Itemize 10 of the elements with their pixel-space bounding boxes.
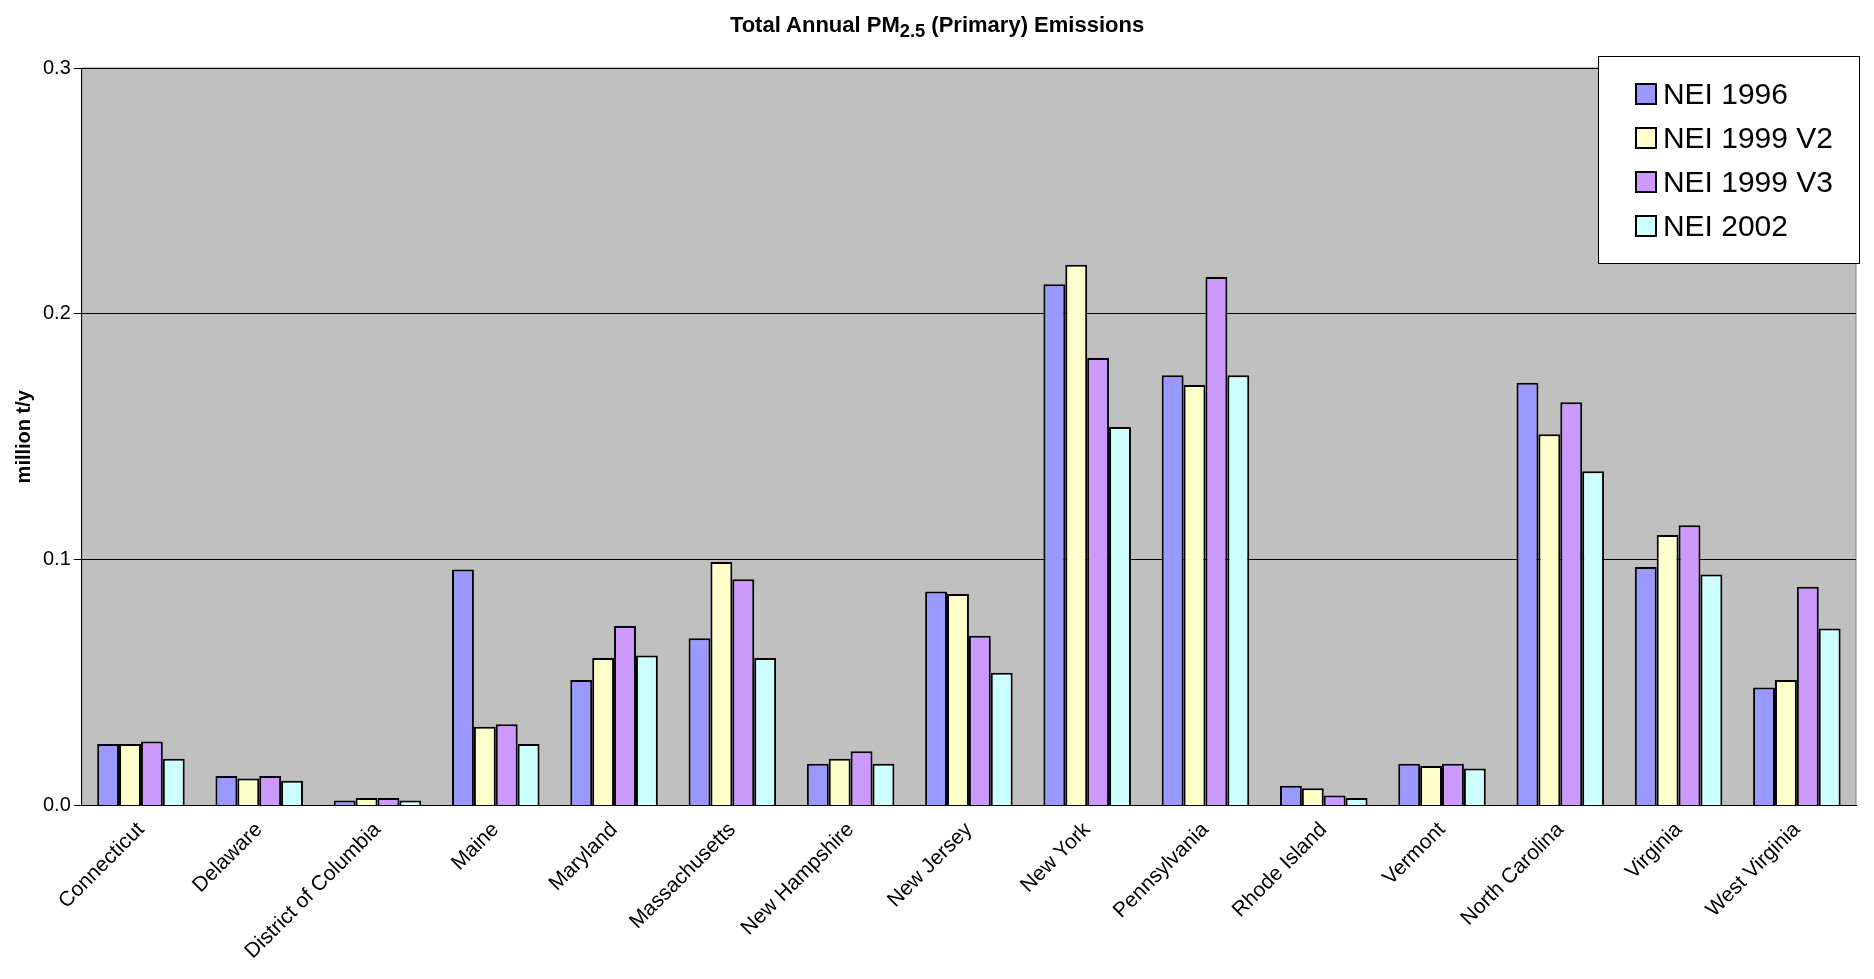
y-axis-title: million t/y — [11, 389, 34, 484]
legend-label: NEI 1996 — [1662, 77, 1788, 111]
legend-label: NEI 1999 V2 — [1662, 121, 1833, 155]
legend-label: NEI 1999 V3 — [1662, 165, 1833, 199]
legend-label: NEI 2002 — [1662, 209, 1788, 243]
y-tick-label: 0.3 — [42, 55, 71, 78]
y-tick-label: 0.2 — [42, 301, 71, 324]
chart-title: Total Annual PM$_{2.5}$ (Primary) Emissions — [728, 11, 1146, 44]
y-tick-label: 0.1 — [42, 547, 71, 570]
y-tick-label: 0.0 — [42, 792, 71, 815]
